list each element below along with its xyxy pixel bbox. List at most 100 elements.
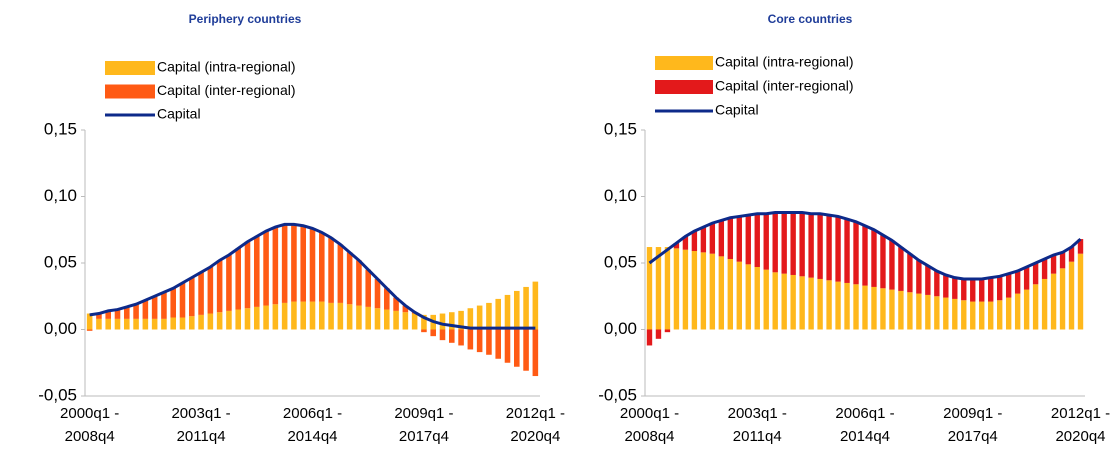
legend-swatch — [105, 61, 155, 75]
y-tick-label: -0,05 — [598, 385, 637, 404]
bar — [133, 304, 139, 319]
bar — [1077, 239, 1084, 254]
line — [648, 210, 1082, 281]
bar — [319, 232, 325, 302]
bar — [736, 216, 742, 262]
chart-title: Periphery countries — [189, 12, 302, 26]
x-tick-label: 2012q1 -2020q4 — [1051, 405, 1110, 445]
legend-label: Capital — [715, 102, 759, 118]
bar — [393, 297, 399, 311]
bar — [1077, 253, 1084, 330]
bar — [439, 313, 446, 330]
bar — [1023, 289, 1030, 330]
bar — [1068, 247, 1075, 262]
legend-swatch — [655, 56, 713, 70]
bar — [754, 213, 760, 267]
bar — [532, 329, 539, 377]
bar — [754, 266, 760, 330]
bar — [235, 309, 241, 330]
bar — [207, 313, 214, 330]
bar — [476, 329, 483, 353]
bar — [486, 329, 492, 355]
bar — [970, 301, 976, 330]
bar — [988, 301, 994, 330]
bar — [1014, 293, 1021, 330]
bar — [179, 317, 186, 330]
bar — [1005, 297, 1012, 330]
bar — [86, 313, 93, 330]
bar — [300, 225, 306, 302]
bar — [449, 312, 455, 330]
bar — [254, 306, 260, 330]
bar — [826, 280, 832, 330]
bar — [1068, 261, 1075, 330]
bar — [476, 305, 483, 330]
bar — [916, 260, 922, 294]
bar — [458, 310, 464, 330]
bar — [961, 300, 967, 330]
bar — [862, 225, 868, 286]
legend-label: Capital — [157, 106, 201, 122]
bar — [781, 212, 787, 274]
bar — [393, 310, 399, 330]
bar — [817, 278, 823, 330]
bar — [763, 213, 769, 270]
bar — [291, 301, 297, 330]
bar — [170, 317, 176, 330]
bar — [216, 312, 223, 330]
bar — [105, 310, 111, 319]
bar — [124, 306, 130, 319]
bar — [337, 302, 344, 330]
bar — [430, 329, 436, 337]
bar — [907, 292, 913, 330]
x-tick-label: 2012q1 -2020q4 — [506, 405, 565, 445]
bar — [880, 288, 886, 330]
legend-label: Capital (inter-regional) — [715, 78, 854, 94]
bar — [700, 227, 707, 253]
bar — [979, 278, 985, 302]
bar — [835, 216, 841, 282]
bar — [997, 300, 1003, 330]
bar — [142, 300, 149, 319]
bar — [709, 253, 716, 330]
bar — [300, 301, 306, 330]
bar — [934, 270, 940, 297]
bar — [646, 329, 653, 346]
bar — [871, 229, 877, 287]
bar — [709, 223, 716, 254]
bar — [346, 252, 353, 305]
bar — [523, 286, 529, 330]
bar — [772, 212, 778, 273]
bar — [309, 301, 316, 330]
bar — [346, 304, 353, 330]
bar — [319, 301, 325, 330]
bar — [925, 265, 931, 295]
bar — [889, 289, 895, 330]
bar — [328, 237, 334, 303]
bar — [151, 296, 158, 319]
legend-swatch — [105, 84, 155, 99]
bar — [374, 308, 381, 330]
x-tick-label: 2003q1 -2011q4 — [171, 405, 230, 445]
bar — [151, 318, 158, 330]
bar — [907, 253, 913, 293]
bar — [458, 329, 464, 346]
bar — [808, 213, 814, 278]
bar — [189, 316, 195, 330]
bar — [114, 309, 121, 319]
bar — [244, 308, 251, 330]
bar — [844, 282, 850, 330]
bar — [281, 302, 288, 330]
y-tick-label: 0,00 — [604, 319, 637, 338]
bar — [439, 329, 446, 341]
bar — [96, 318, 102, 330]
bar — [790, 274, 796, 330]
bar — [421, 329, 427, 333]
bar — [504, 294, 511, 330]
bar — [727, 217, 733, 260]
bar — [826, 215, 832, 281]
bar — [1059, 252, 1066, 269]
bar — [226, 310, 232, 330]
bar — [664, 247, 671, 330]
bar — [523, 329, 529, 371]
